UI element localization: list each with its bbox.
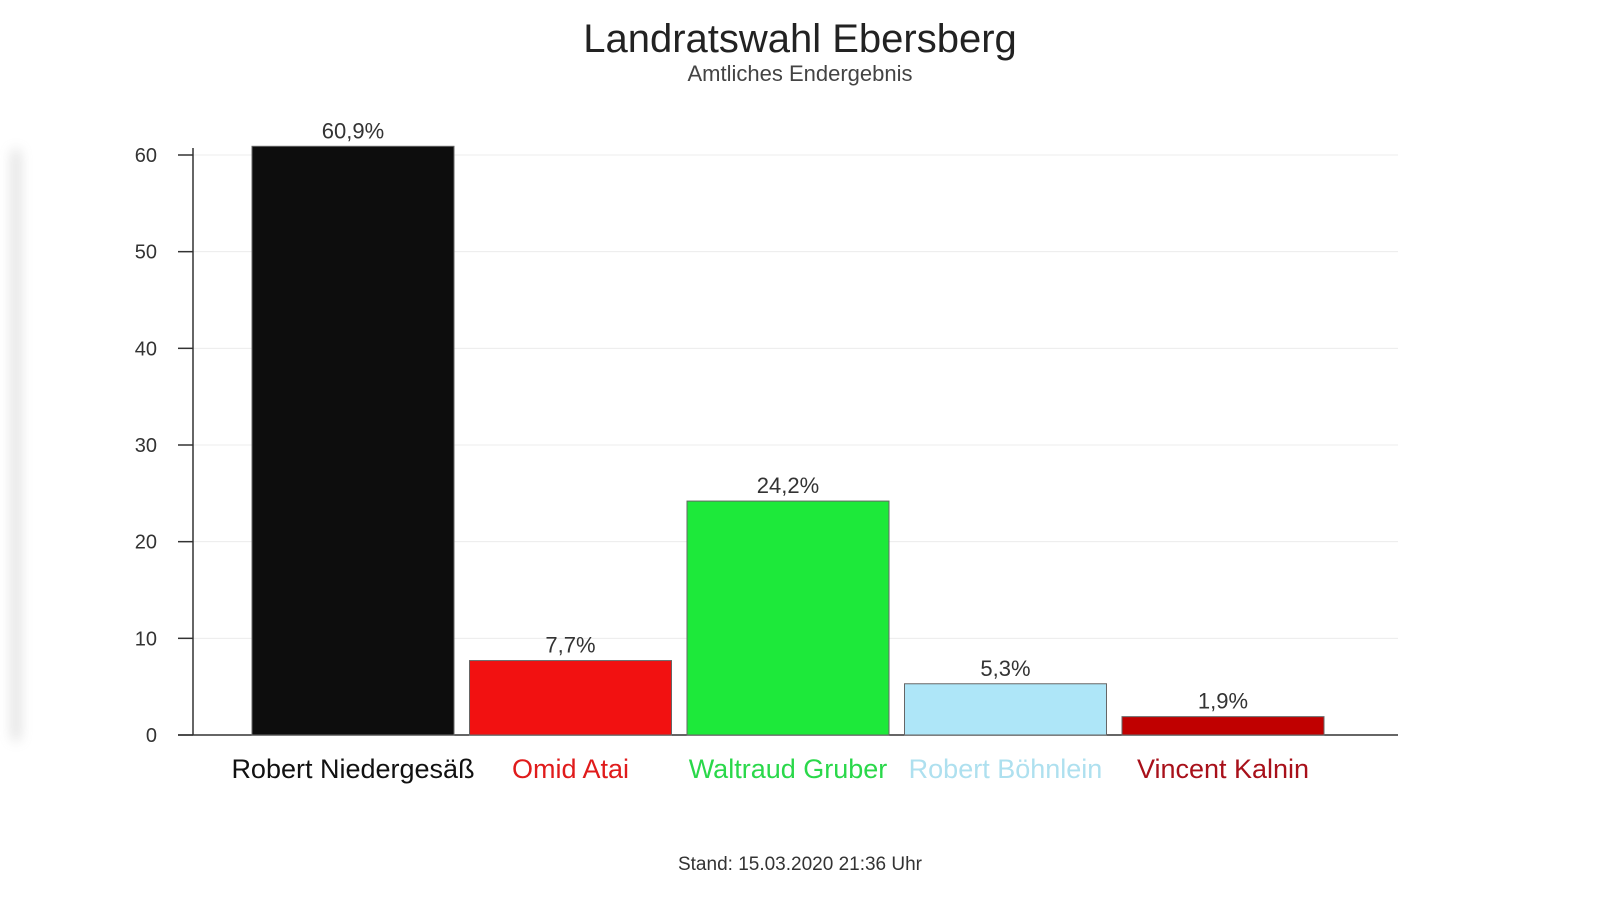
bar xyxy=(251,145,455,736)
y-tick-label: 40 xyxy=(135,338,157,360)
data-label: 1,9% xyxy=(1198,689,1248,714)
x-category-label: Robert Böhnlein xyxy=(909,754,1103,784)
x-category-label: Vincent Kalnin xyxy=(1137,754,1309,784)
y-tick-label: 20 xyxy=(135,532,157,554)
data-label: 7,7% xyxy=(545,633,595,658)
bar xyxy=(1121,716,1325,736)
x-category-label: Waltraud Gruber xyxy=(689,754,888,784)
chart-subtitle: Amtliches Endergebnis xyxy=(687,61,912,86)
footer-timestamp: Stand: 15.03.2020 21:36 Uhr xyxy=(678,854,923,875)
y-tick-label: 0 xyxy=(146,725,157,747)
bars: 60,9% Robert Niedergesäß 7,7% Omid Atai 24,2… xyxy=(231,118,1325,784)
x-category-label: Robert Niedergesäß xyxy=(231,754,474,784)
y-tick-label: 60 xyxy=(135,145,157,167)
chart-title: Landratswahl Ebersberg xyxy=(583,17,1017,61)
data-label: 24,2% xyxy=(757,473,819,498)
data-label: 5,3% xyxy=(980,656,1030,681)
y-tick-label: 50 xyxy=(135,242,157,264)
y-tick-label: 10 xyxy=(135,628,157,650)
bar xyxy=(686,500,890,736)
x-category-label: Omid Atai xyxy=(512,754,629,784)
bar xyxy=(469,660,672,736)
data-label: 60,9% xyxy=(322,118,384,143)
y-tick-label: 30 xyxy=(135,435,157,457)
bar xyxy=(904,683,1107,736)
blurred-background-axis xyxy=(12,150,20,740)
